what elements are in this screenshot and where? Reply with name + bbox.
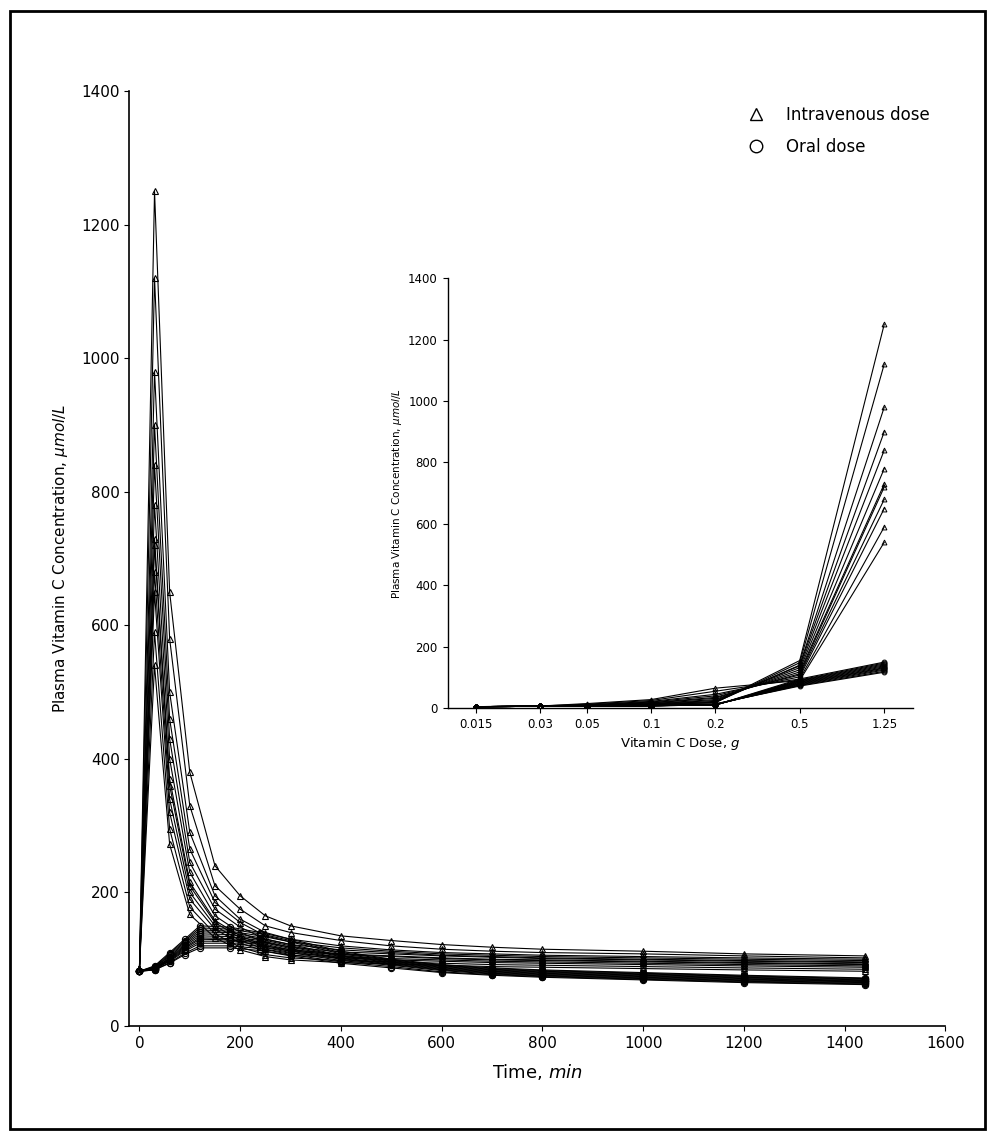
Y-axis label: Plasma Vitamin C Concentration, $\it{\mu mol/L}$: Plasma Vitamin C Concentration, $\it{\mu…	[51, 404, 70, 714]
X-axis label: Time, $\it{min}$: Time, $\it{min}$	[491, 1061, 582, 1082]
Legend: Intravenous dose, Oral dose: Intravenous dose, Oral dose	[733, 99, 936, 162]
